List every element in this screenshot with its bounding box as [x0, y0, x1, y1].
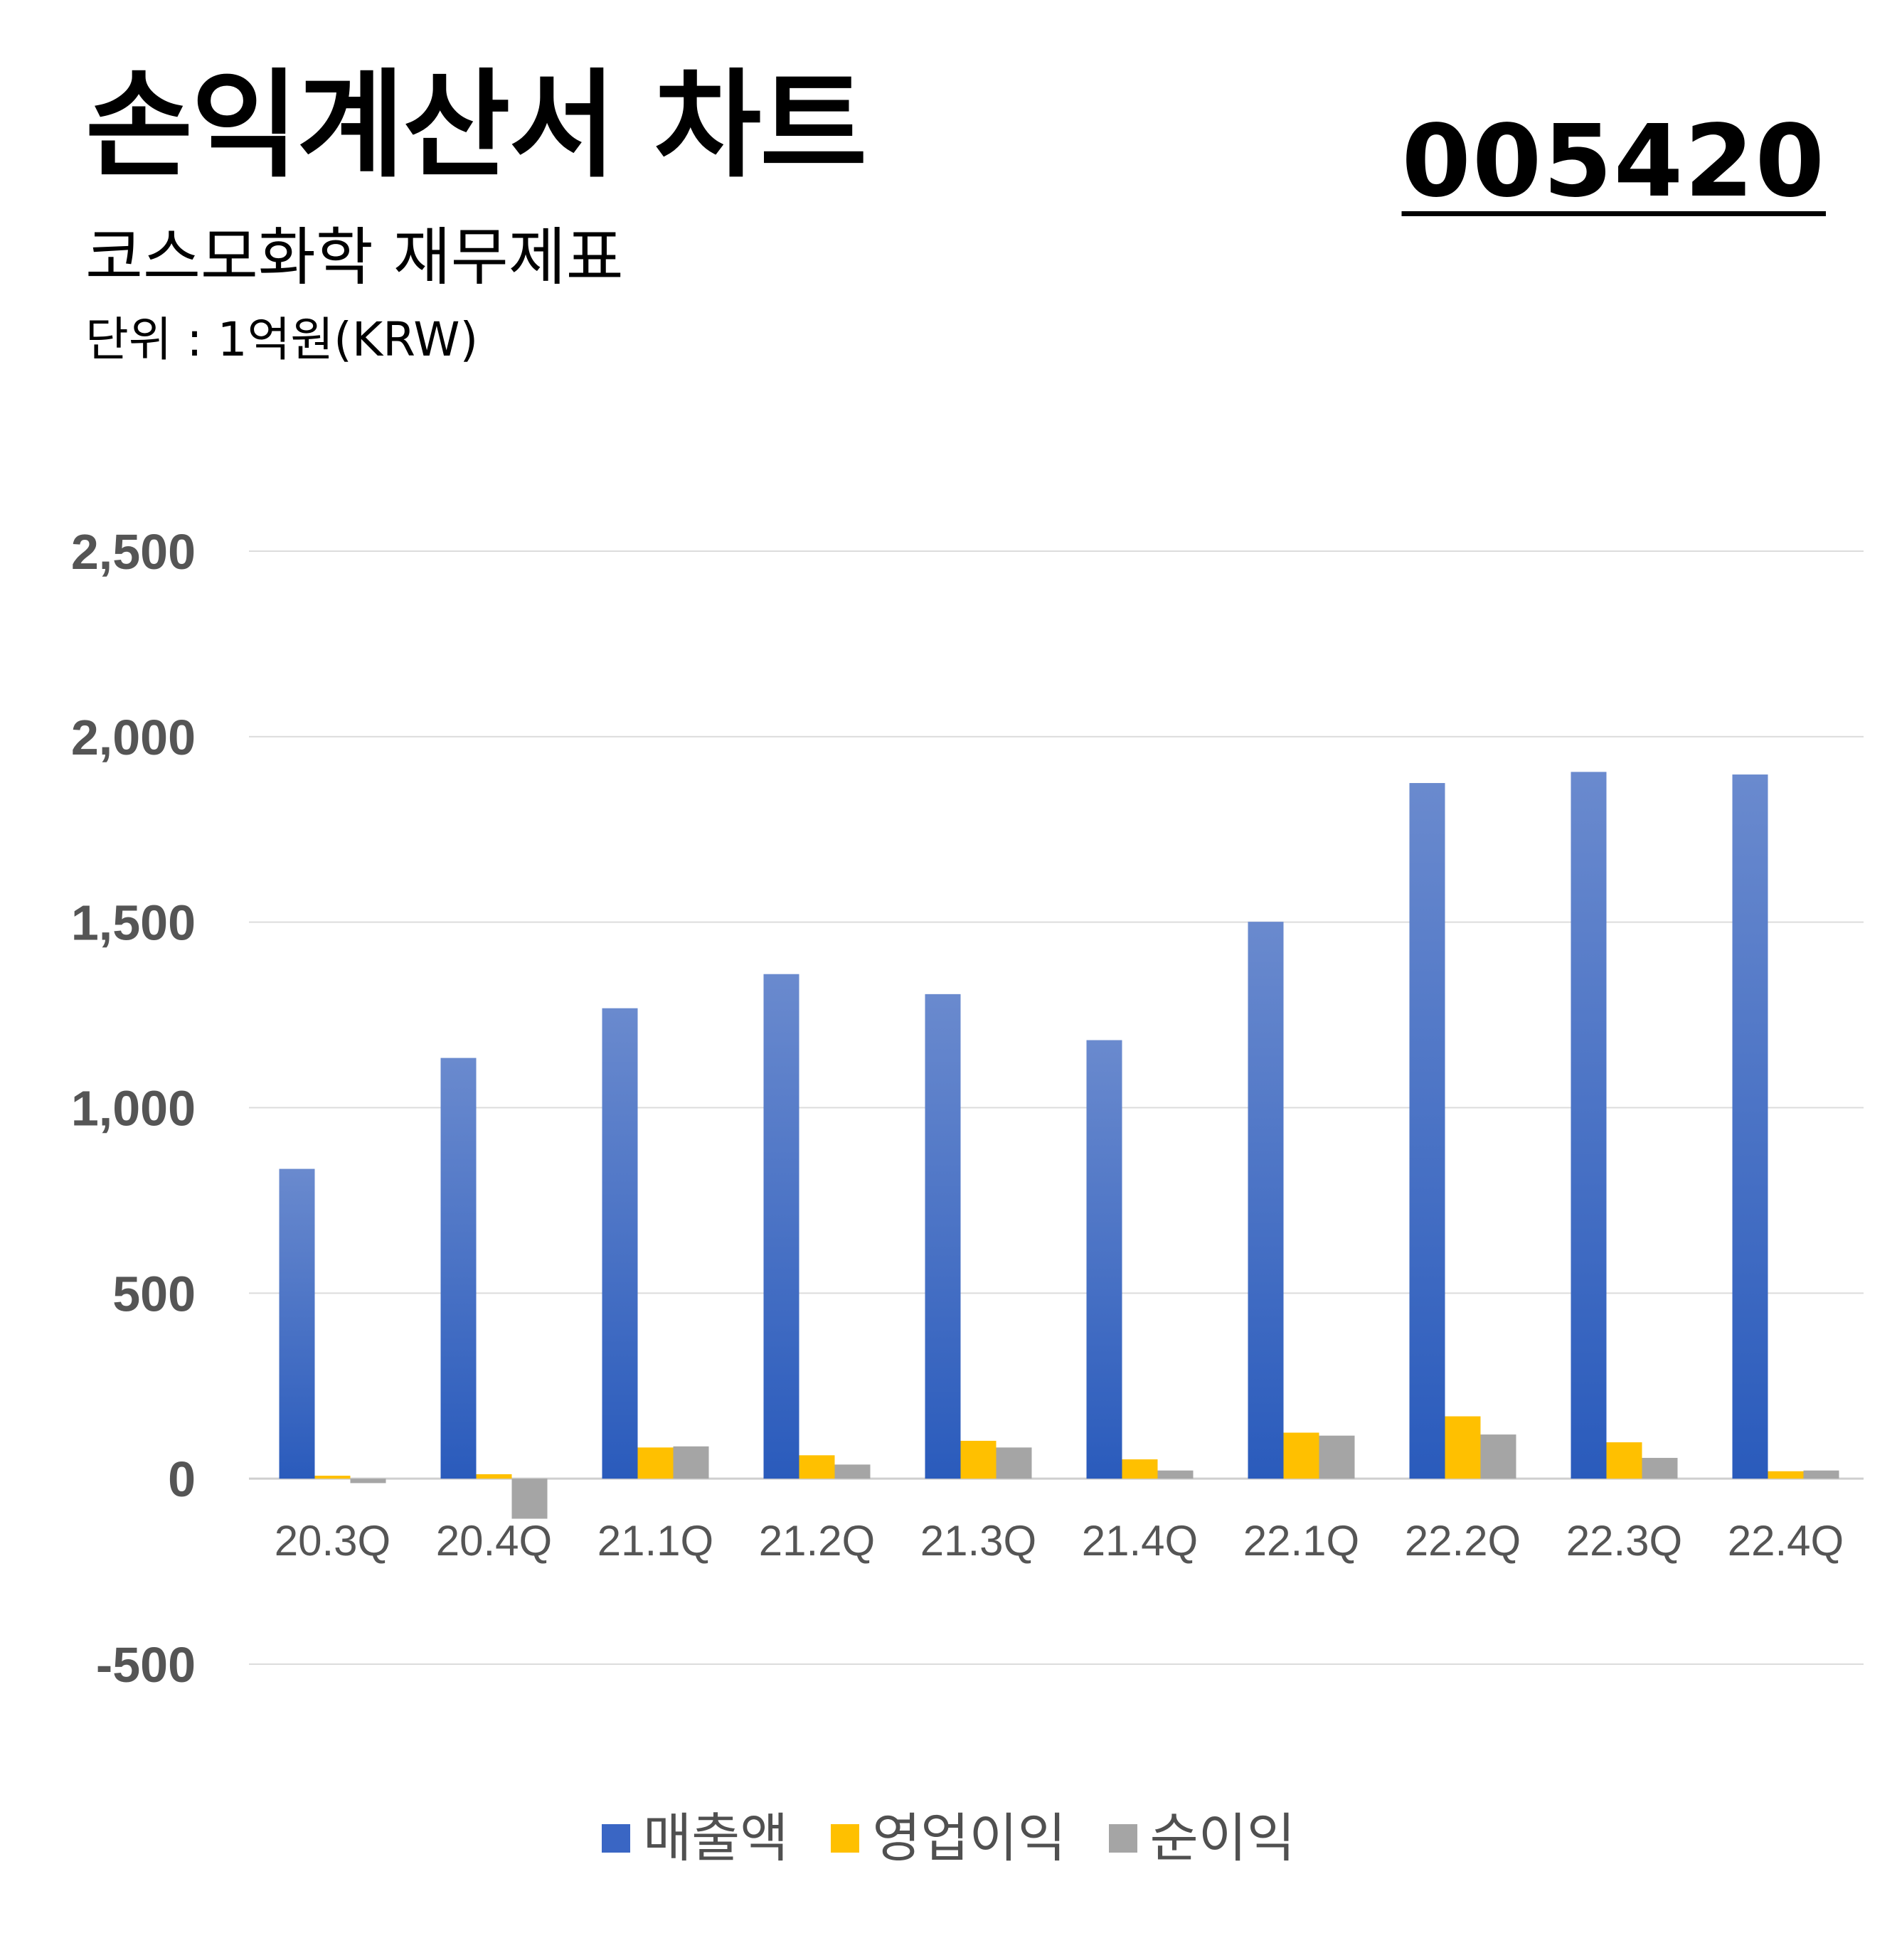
- bar-net-income: [1319, 1435, 1355, 1479]
- legend: 매출액 영업이익 순이익: [0, 1812, 1897, 1865]
- bar-net-income: [1642, 1457, 1678, 1479]
- bar-revenue: [1248, 922, 1284, 1479]
- bar-revenue: [1086, 1040, 1122, 1479]
- bar-revenue: [925, 994, 961, 1479]
- bar-revenue: [1409, 783, 1445, 1479]
- bar-net-income: [1480, 1434, 1516, 1479]
- y-axis-ticks: -500 0 500 1,000 1,500 2,000 2,500: [71, 524, 196, 1693]
- unit-label: 단위 : 1억원(KRW): [85, 312, 479, 367]
- bar-net-income: [673, 1446, 709, 1479]
- x-tick-label: 22.1Q: [1243, 1517, 1359, 1565]
- bars: [279, 772, 1839, 1519]
- y-tick-label: 1,000: [71, 1081, 196, 1136]
- bar-operating-profit: [1283, 1432, 1319, 1479]
- y-tick-label: 2,500: [71, 524, 196, 580]
- bar-operating-profit: [1606, 1442, 1642, 1479]
- bar-revenue: [279, 1168, 315, 1479]
- legend-label-operating-profit: 영업이익: [872, 1808, 1066, 1869]
- legend-item-operating-profit: 영업이익: [831, 1812, 1066, 1865]
- bar-operating-profit: [1122, 1459, 1158, 1479]
- y-tick-label: -500: [96, 1637, 196, 1693]
- bar-net-income: [511, 1479, 548, 1519]
- x-tick-label: 20.3Q: [275, 1517, 390, 1565]
- bar-revenue: [440, 1058, 477, 1479]
- legend-swatch-operating-profit: [831, 1824, 860, 1853]
- legend-swatch-revenue: [602, 1824, 631, 1853]
- x-tick-label: 22.4Q: [1728, 1517, 1844, 1565]
- bar-operating-profit: [476, 1474, 512, 1479]
- bar-net-income: [350, 1479, 386, 1484]
- bar-operating-profit: [960, 1440, 997, 1479]
- bar-revenue: [602, 1008, 638, 1479]
- x-tick-label: 22.3Q: [1566, 1517, 1682, 1565]
- legend-swatch-net-income: [1108, 1824, 1137, 1853]
- legend-item-revenue: 매출액: [602, 1812, 788, 1865]
- chart-subtitle: 코스모화학 재무제표: [85, 220, 624, 294]
- x-tick-label: 22.2Q: [1405, 1517, 1521, 1565]
- y-tick-label: 1,500: [71, 895, 196, 951]
- legend-item-net-income: 순이익: [1108, 1808, 1295, 1869]
- y-tick-label: 0: [168, 1452, 196, 1507]
- bar-net-income: [1157, 1470, 1194, 1479]
- x-tick-label: 21.4Q: [1082, 1517, 1198, 1565]
- y-tick-label: 2,000: [71, 710, 196, 765]
- bar-operating-profit: [637, 1447, 674, 1479]
- x-tick-label: 20.4Q: [436, 1517, 552, 1565]
- bar-operating-profit: [799, 1455, 835, 1479]
- x-axis-ticks: 20.3Q 20.4Q 21.1Q 21.2Q 21.3Q 21.4Q 22.1Q 22.2Q…: [275, 1517, 1844, 1565]
- bar-operating-profit: [314, 1475, 351, 1479]
- x-tick-label: 21.2Q: [759, 1517, 875, 1565]
- legend-label-revenue: 매출액: [643, 1808, 789, 1869]
- bar-operating-profit: [1445, 1416, 1481, 1479]
- legend-label-net-income: 순이익: [1149, 1808, 1295, 1869]
- gridlines: [249, 550, 1864, 1665]
- bar-operating-profit: [1768, 1471, 1804, 1479]
- x-tick-label: 21.3Q: [920, 1517, 1036, 1565]
- bar-revenue: [763, 974, 799, 1479]
- bar-net-income: [834, 1464, 871, 1479]
- chart-title: 손익계산서 차트: [85, 58, 867, 193]
- bar-net-income: [996, 1447, 1032, 1479]
- bar-revenue: [1571, 772, 1607, 1479]
- y-tick-label: 500: [112, 1266, 196, 1321]
- x-tick-label: 21.1Q: [597, 1517, 713, 1565]
- bar-net-income: [1803, 1470, 1839, 1479]
- stock-code: 005420: [1401, 104, 1826, 220]
- bar-revenue: [1732, 774, 1768, 1479]
